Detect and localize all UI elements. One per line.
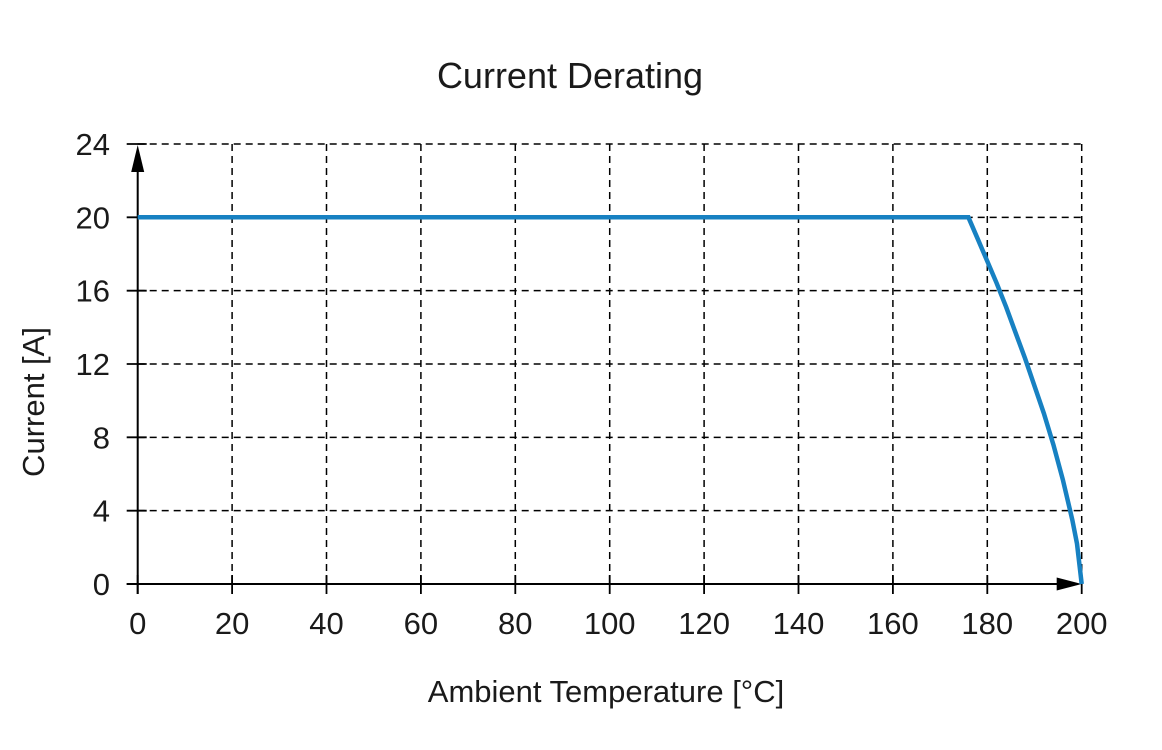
x-tick-label: 120 <box>678 606 730 641</box>
y-tick-label: 12 <box>76 347 110 382</box>
y-tick-label: 24 <box>76 127 110 162</box>
x-axis-label: Ambient Temperature [°C] <box>428 674 784 709</box>
y-tick-label: 20 <box>76 200 110 235</box>
x-tick-label: 80 <box>498 606 532 641</box>
x-tick-label: 100 <box>584 606 636 641</box>
x-tick-label: 160 <box>867 606 919 641</box>
y-tick-label: 4 <box>93 494 110 529</box>
tick-marks <box>126 143 1083 594</box>
x-tick-label: 20 <box>215 606 249 641</box>
x-tick-label: 40 <box>309 606 343 641</box>
y-axis-label: Current [A] <box>16 327 51 477</box>
x-tick-label: 200 <box>1056 606 1108 641</box>
x-tick-label: 180 <box>961 606 1013 641</box>
y-axis-arrow <box>131 145 145 172</box>
y-tick-label: 0 <box>93 567 110 602</box>
derating-curve <box>137 215 1084 585</box>
x-tick-label: 60 <box>404 606 438 641</box>
y-tick-label: 8 <box>93 420 110 455</box>
x-axis-arrow <box>1056 577 1082 591</box>
gridlines <box>137 143 1083 584</box>
tick-labels: 0 20 40 60 80 100 120 140 160 180 200 0 4 8 12 16 20 24 <box>76 127 1108 641</box>
axes <box>126 145 1082 594</box>
x-tick-label: 140 <box>773 606 825 641</box>
chart-title: Current Derating <box>437 55 703 96</box>
y-tick-label: 16 <box>76 274 110 309</box>
x-tick-label: 0 <box>129 606 146 641</box>
